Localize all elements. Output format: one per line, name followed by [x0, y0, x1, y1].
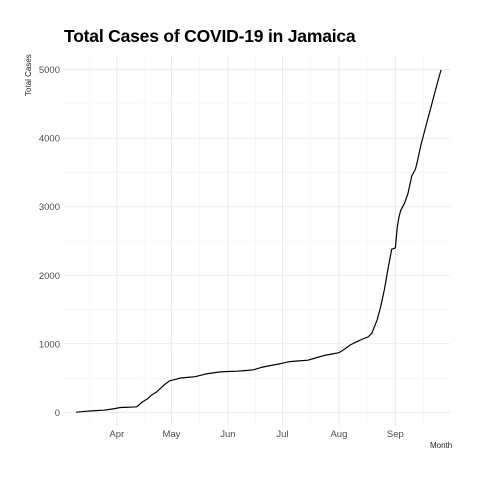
y-tick-label: 5000 [39, 65, 60, 76]
y-tick-label: 4000 [39, 134, 60, 145]
x-tick-label: Jun [220, 429, 235, 440]
x-tick-label: Apr [109, 429, 124, 440]
x-tick-label: Aug [330, 429, 347, 440]
y-tick-label: 0 [55, 408, 60, 419]
x-tick-label: Sep [387, 429, 404, 440]
x-tick-label: Jul [276, 429, 288, 440]
x-tick-label: May [162, 429, 180, 440]
y-tick-label: 1000 [39, 339, 60, 350]
series-line [77, 70, 441, 412]
y-tick-label: 2000 [39, 271, 60, 282]
y-tick-label: 3000 [39, 202, 60, 213]
